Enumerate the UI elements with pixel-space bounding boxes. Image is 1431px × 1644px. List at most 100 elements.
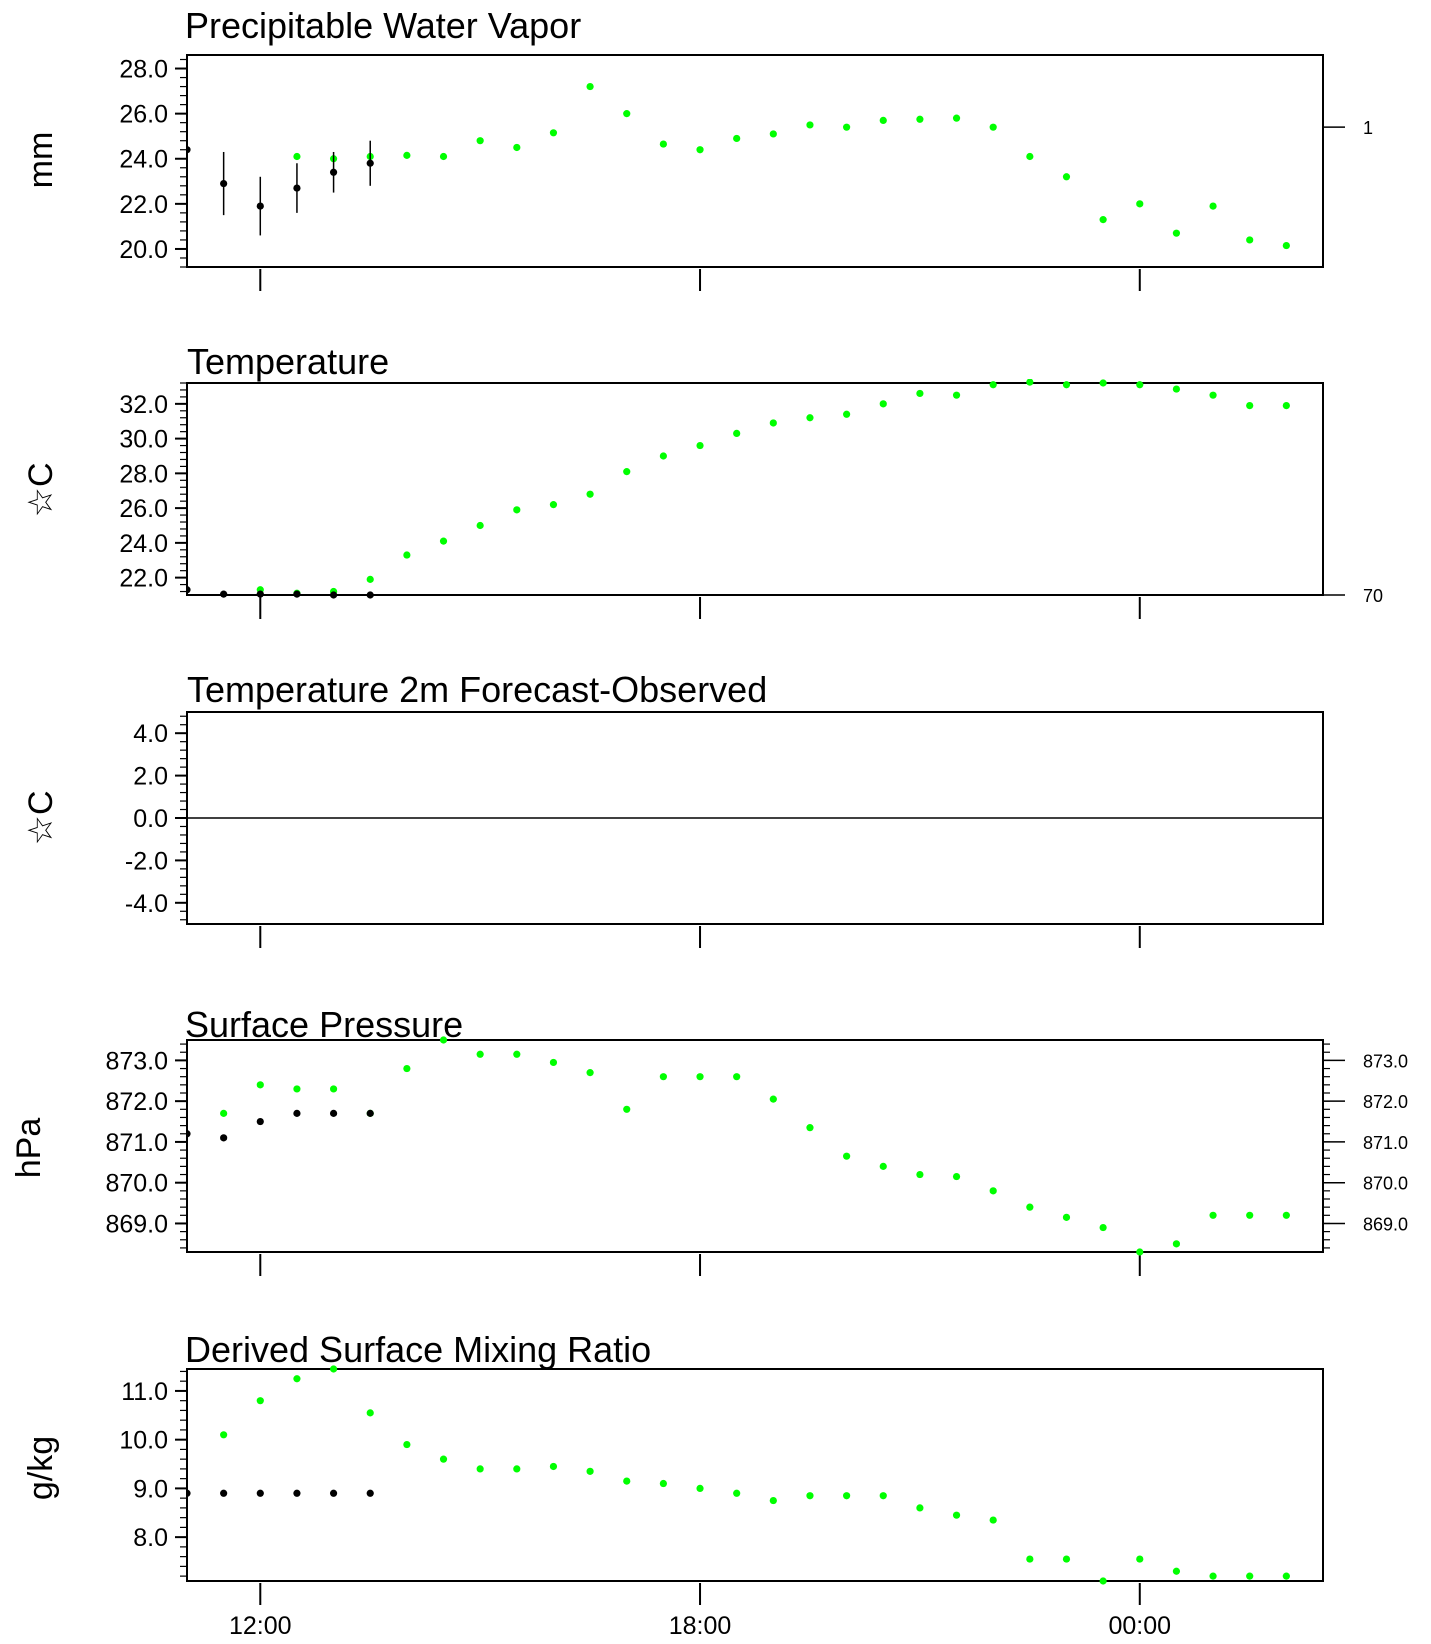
model-point <box>1026 1555 1034 1563</box>
model-point <box>1172 1567 1181 1575</box>
model-point <box>989 381 997 389</box>
y-tick-label: 32.0 <box>119 391 168 419</box>
y-tick-label: 22.0 <box>119 565 168 593</box>
y-axis-label: g/kg <box>22 1436 60 1500</box>
model-point <box>1246 401 1254 410</box>
panel-temperature-2m-forecast-observed: Temperature 2m Forecast-Observed ☆C 4.0 2… <box>22 669 1324 948</box>
model-point <box>623 1105 631 1113</box>
model-point <box>439 1036 448 1044</box>
model-point <box>1282 401 1290 410</box>
y-tick-label: 28.0 <box>119 460 168 488</box>
model-point <box>806 414 814 422</box>
y-axis-label: mm <box>22 132 60 189</box>
model-point <box>513 1050 521 1058</box>
model-point <box>1209 1211 1217 1219</box>
model-point <box>439 152 448 161</box>
model-point <box>1136 200 1144 208</box>
model-point <box>769 130 777 138</box>
model-point <box>256 1397 264 1405</box>
right-tick-label: 871.0 <box>1363 1133 1408 1153</box>
model-point <box>1209 202 1217 210</box>
model-point <box>1062 1555 1071 1563</box>
x-tick-label: 00:00 <box>1108 1612 1171 1640</box>
model-point <box>293 1085 301 1093</box>
model-point <box>1062 173 1071 181</box>
y-axis-label: ☆C <box>22 790 60 845</box>
model-point <box>659 1073 667 1081</box>
model-point <box>586 82 594 91</box>
model-point <box>1099 379 1107 387</box>
model-point <box>549 129 558 137</box>
obs-point <box>366 159 374 167</box>
y-axis-label: hPa <box>10 1118 48 1179</box>
panel-temperature: Temperature ☆C 32.0 30.0 28.0 26.0 24.0 22.0 7… <box>22 341 1383 619</box>
model-point <box>769 1496 777 1505</box>
data-marks <box>187 82 1290 250</box>
model-point <box>843 410 851 418</box>
right-tick-label: 870.0 <box>1363 1174 1408 1194</box>
y-tick-label: 26.0 <box>119 101 168 129</box>
y-tick-label: 11.0 <box>121 1378 168 1406</box>
obs-point <box>366 1109 374 1117</box>
obs-point <box>293 590 301 598</box>
right-tick-label: 869.0 <box>1363 1214 1408 1234</box>
model-point <box>549 501 558 509</box>
model-point <box>952 114 961 122</box>
right-tick-label: 70 <box>1363 586 1383 606</box>
model-point <box>879 1492 887 1500</box>
obs-point <box>187 146 191 154</box>
model-point <box>989 1187 997 1195</box>
model-point <box>549 1462 558 1471</box>
y-tick-label: 871.0 <box>105 1129 168 1157</box>
model-point <box>1246 236 1254 244</box>
axis-ticks: 11.0 10.0 9.0 8.0 <box>119 1370 1141 1605</box>
y-tick-label: 4.0 <box>133 720 168 748</box>
panel-title: Temperature <box>187 341 389 382</box>
series-group <box>187 1036 1290 1256</box>
model-point <box>1172 1240 1181 1248</box>
series-group <box>187 1365 1290 1585</box>
y-tick-label: 869.0 <box>105 1210 168 1238</box>
model-point <box>1026 1203 1034 1211</box>
model-point <box>952 1511 961 1519</box>
model-point <box>439 537 448 545</box>
y-tick-label: 2.0 <box>133 763 168 791</box>
y-tick-label: 870.0 <box>105 1170 168 1198</box>
obs-point <box>293 1489 301 1497</box>
series-group <box>187 82 1290 250</box>
model-point <box>476 1050 484 1058</box>
model-point <box>623 468 631 476</box>
x-axis-labels: 12:00 18:00 00:00 <box>229 1612 1171 1640</box>
model-point <box>696 441 704 450</box>
model-point <box>733 134 741 143</box>
model-point <box>916 1170 924 1179</box>
right-tick-label: 872.0 <box>1363 1092 1408 1112</box>
model-point <box>989 1516 997 1524</box>
model-point <box>329 1085 338 1093</box>
model-point <box>1136 1555 1144 1563</box>
panel-derived-surface-mixing-ratio: Derived Surface Mixing Ratio g/kg 11.0 10… <box>22 1329 1324 1640</box>
model-point <box>1282 241 1290 250</box>
y-tick-label: 20.0 <box>119 236 168 264</box>
model-point <box>586 1069 594 1077</box>
model-point <box>659 452 667 460</box>
model-point <box>1099 1577 1107 1585</box>
y-axis-label: ☆C <box>22 462 60 517</box>
model-point <box>366 1409 374 1417</box>
model-point <box>1209 391 1217 399</box>
model-point <box>403 551 411 559</box>
y-tick-label: 9.0 <box>133 1475 168 1503</box>
obs-point <box>256 590 264 598</box>
right-tick-label: 1 <box>1363 118 1373 138</box>
obs-point <box>293 184 301 192</box>
model-point <box>879 1162 887 1170</box>
model-point <box>916 115 924 123</box>
model-point <box>696 1073 704 1081</box>
y-tick-label: -2.0 <box>125 847 168 875</box>
model-point <box>623 1477 631 1485</box>
obs-point <box>220 1489 228 1497</box>
model-point <box>623 110 631 118</box>
model-point <box>769 419 777 427</box>
axis-ticks: 32.0 30.0 28.0 26.0 24.0 22.0 70 <box>119 382 1383 619</box>
